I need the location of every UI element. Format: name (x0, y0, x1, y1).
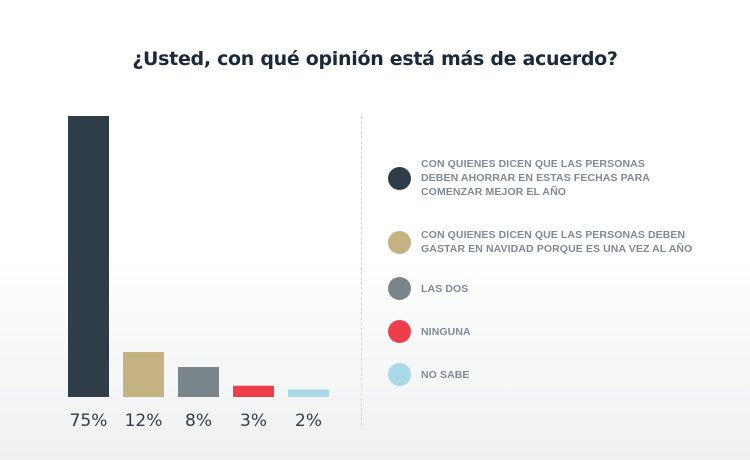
legend-item-las-dos: LAS DOS (388, 277, 728, 300)
bar-1 (68, 116, 109, 397)
legend-line: DEBEN AHORRAR EN ESTAS FECHAS PARA (421, 172, 650, 184)
bar-3 (178, 367, 219, 397)
bar-5 (288, 389, 329, 397)
bar-2 (123, 352, 164, 397)
legend-line: GASTAR EN NAVIDAD PORQUE ES UNA VEZ AL A… (421, 243, 693, 255)
legend-swatch-tan (388, 230, 411, 254)
legend-label: CON QUIENES DICEN QUE LAS PERSONAS DEBEN… (421, 228, 692, 256)
legend-line: CON QUIENES DICEN QUE LAS PERSONAS (421, 158, 645, 170)
legend-line: NO SABE (421, 368, 470, 381)
legend-swatch-red (388, 320, 411, 343)
bar-value-label: 2% (295, 411, 322, 431)
legend-label: NO SABE (421, 368, 470, 382)
legend-swatch-dark (388, 166, 411, 190)
bar-4 (233, 385, 274, 397)
legend-item-ninguna: NINGUNA (388, 320, 728, 343)
bar-value-label: 12% (125, 411, 163, 431)
chart-title: ¿Usted, con qué opinión está más de acue… (132, 48, 618, 70)
legend-label: NINGUNA (421, 325, 471, 339)
legend-line: NINGUNA (421, 325, 471, 338)
legend-line: CON QUIENES DICEN QUE LAS PERSONAS DEBEN (421, 229, 686, 241)
legend-line: COMENZAR MEJOR EL AÑO (421, 186, 567, 198)
bar-value-label: 75% (70, 411, 108, 431)
legend-swatch-lightblue (388, 363, 411, 386)
legend-item-gastar: CON QUIENES DICEN QUE LAS PERSONAS DEBEN… (388, 228, 728, 256)
legend-label: LAS DOS (421, 282, 468, 296)
bar-chart: 75% 12% 8% 3% 2% (68, 116, 329, 431)
legend-swatch-gray (388, 277, 411, 300)
legend-label: CON QUIENES DICEN QUE LAS PERSONAS DEBEN… (421, 157, 650, 199)
divider (361, 116, 362, 426)
bar-value-label: 3% (240, 411, 267, 431)
bar-value-label: 8% (185, 411, 212, 431)
legend-item-no-sabe: NO SABE (388, 363, 728, 386)
legend-item-ahorrar: CON QUIENES DICEN QUE LAS PERSONAS DEBEN… (388, 157, 728, 199)
legend-line: LAS DOS (421, 282, 469, 295)
